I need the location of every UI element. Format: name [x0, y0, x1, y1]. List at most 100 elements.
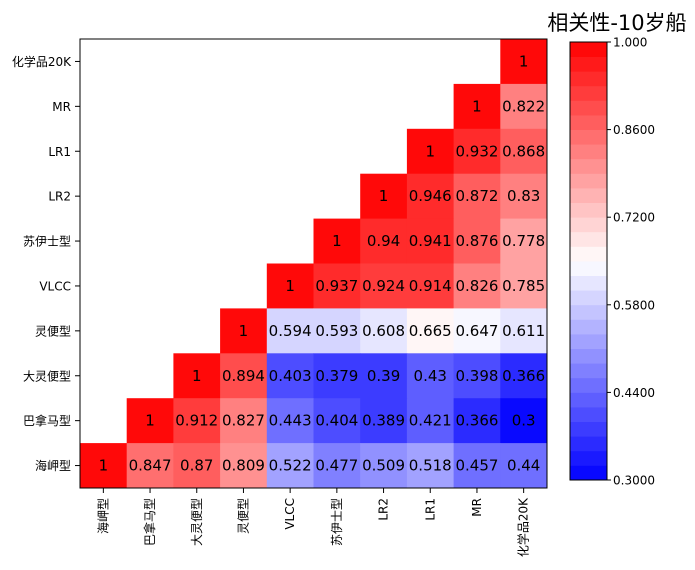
colorbar-band	[570, 85, 607, 101]
heatmap-cell	[360, 173, 408, 219]
heatmap-cell	[406, 443, 454, 489]
colorbar-band	[570, 42, 607, 57]
heatmap-cell	[266, 398, 314, 444]
colorbar-frame	[569, 41, 608, 481]
heatmap-cell	[313, 353, 361, 399]
cell-value-label: 0.443	[269, 412, 312, 430]
heatmap-cell	[453, 83, 501, 130]
cell-value-label: 0.894	[222, 367, 265, 385]
cell-value-label: 0.647	[455, 322, 498, 340]
colorbar-band	[570, 348, 607, 364]
y-tick-label: 苏伊士型	[23, 235, 71, 249]
heatmap-cell	[220, 398, 268, 444]
heatmap-cell	[173, 443, 221, 489]
colorbar-band	[570, 115, 607, 130]
heatmap-cell	[173, 353, 221, 399]
x-axis: 海岬型 巴拿马型 大灵便型 灵便型 VLCC 苏伊士型 LR2 LR1 MR 化学品20K	[95, 488, 531, 557]
heatmap-cell	[360, 218, 408, 264]
cell-value-label: 0.509	[362, 457, 405, 475]
y-tick-label: 灵便型	[35, 324, 71, 338]
cell-value-label: 0.39	[367, 367, 400, 385]
x-tick-label: MR	[470, 498, 484, 517]
cell-value-label: 0.827	[222, 412, 265, 430]
colorbar-tick-label: 0.5800	[613, 298, 655, 312]
colorbar-band	[570, 246, 607, 262]
heatmap-cell	[406, 308, 454, 354]
heatmap-cells	[80, 39, 548, 489]
colorbar-band	[570, 377, 607, 393]
y-tick-label: LR2	[48, 190, 71, 204]
colorbar-band	[570, 261, 607, 276]
heatmap-cell	[266, 443, 314, 489]
y-tick-label: MR	[52, 100, 71, 114]
heatmap-cell	[220, 308, 268, 354]
x-tick-label: 海岬型	[95, 498, 110, 534]
heatmap-cell	[500, 218, 548, 264]
colorbar-band	[570, 450, 607, 466]
cell-value-label: 0.44	[507, 457, 540, 475]
heatmap-cell	[500, 308, 548, 354]
cell-value-label: 0.94	[367, 232, 400, 250]
heatmap-cell	[360, 398, 408, 444]
x-tick-label: LR2	[377, 498, 391, 521]
heatmap-cell	[453, 353, 501, 399]
colorbar-band	[570, 465, 607, 481]
heatmap-cell	[453, 218, 501, 264]
colorbar-band	[570, 129, 607, 145]
cell-value-label: 0.522	[269, 457, 312, 475]
cell-value-label: 0.872	[455, 187, 498, 205]
cell-value-label: 0.912	[175, 412, 218, 430]
cell-value-label: 0.876	[455, 232, 498, 250]
heatmap-cell	[500, 83, 548, 130]
heatmap-cell	[453, 263, 501, 309]
heatmap-cell	[220, 443, 268, 489]
colorbar-band	[570, 217, 607, 233]
cell-value-label: 0.941	[409, 232, 452, 250]
colorbar-band	[570, 158, 607, 174]
colorbar-band	[570, 144, 607, 160]
y-tick-label: 大灵便型	[23, 369, 71, 383]
y-tick-label: 化学品20K	[12, 54, 72, 69]
cell-value-label: 0.366	[502, 367, 545, 385]
colorbar-tick-label: 0.8600	[613, 123, 655, 137]
heatmap-cell	[500, 443, 548, 489]
heatmap-cell	[220, 353, 268, 399]
cell-value-label: 0.593	[315, 322, 358, 340]
heatmap-cell	[313, 218, 361, 264]
heatmap-cell	[313, 263, 361, 309]
heatmap-cell-labels: 1 1 0.822 1 0.932 0.868 1 0.946 0.872 0.83 1 0.94 0.…	[99, 52, 546, 474]
heatmap-cell	[453, 128, 501, 175]
cell-value-label: 0.847	[129, 457, 172, 475]
cell-value-label: 0.3	[512, 412, 536, 430]
colorbar-tick-label: 1.000	[613, 36, 647, 50]
heatmap-cell	[360, 353, 408, 399]
heatmap-cell	[500, 128, 548, 175]
x-tick-label: 巴拿马型	[142, 498, 157, 546]
heatmap-cell	[266, 353, 314, 399]
heatmap-cell	[406, 398, 454, 444]
colorbar-band	[570, 188, 607, 203]
cell-value-label: 0.946	[409, 187, 452, 205]
cell-value-label: 1	[192, 367, 202, 385]
colorbar-band	[570, 173, 607, 189]
plot-frame	[79, 38, 548, 489]
heatmap-cell	[406, 173, 454, 219]
cell-value-label: 0.83	[507, 187, 540, 205]
x-tick-label: 化学品20K	[516, 497, 531, 557]
cell-value-label: 0.43	[414, 367, 447, 385]
colorbar-axis: 1.000 0.8600 0.7200 0.5800 0.4400 0.3000	[607, 36, 655, 488]
cell-value-label: 0.403	[269, 367, 312, 385]
x-tick-label: 灵便型	[236, 498, 250, 534]
cell-value-label: 0.924	[362, 277, 405, 295]
heatmap-cell	[360, 263, 408, 309]
heatmap-cell	[453, 308, 501, 354]
colorbar-band	[570, 363, 607, 379]
colorbar-band	[570, 304, 607, 320]
heatmap-cell	[313, 398, 361, 444]
colorbar-band	[570, 100, 607, 116]
cell-value-label: 0.822	[502, 97, 545, 115]
colorbar-band	[570, 56, 607, 72]
heatmap-cell	[406, 128, 454, 175]
colorbar-band	[570, 436, 607, 452]
